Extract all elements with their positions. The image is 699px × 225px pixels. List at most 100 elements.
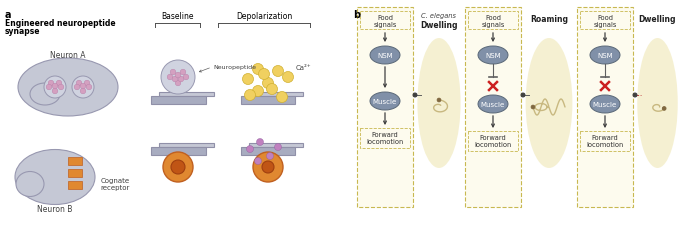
Circle shape xyxy=(172,77,178,82)
Polygon shape xyxy=(240,97,296,105)
Text: NSM: NSM xyxy=(377,53,393,59)
Circle shape xyxy=(163,152,193,182)
Circle shape xyxy=(170,70,176,75)
Text: Food
signals: Food signals xyxy=(593,14,617,27)
Polygon shape xyxy=(150,147,206,155)
Text: Muscle: Muscle xyxy=(593,101,617,108)
Text: Forward
locomotion: Forward locomotion xyxy=(586,135,624,148)
Circle shape xyxy=(273,66,284,77)
Text: Engineered neuropeptide: Engineered neuropeptide xyxy=(5,19,115,28)
Circle shape xyxy=(175,81,181,86)
Circle shape xyxy=(76,81,82,86)
Circle shape xyxy=(52,89,58,94)
Circle shape xyxy=(48,81,54,86)
Circle shape xyxy=(80,84,86,89)
Circle shape xyxy=(243,74,254,85)
Text: Forward
locomotion: Forward locomotion xyxy=(475,135,512,148)
Text: Neuron A: Neuron A xyxy=(50,51,86,60)
FancyBboxPatch shape xyxy=(465,8,521,207)
Circle shape xyxy=(437,99,441,102)
Text: C. elegans: C. elegans xyxy=(421,13,456,19)
FancyBboxPatch shape xyxy=(360,128,410,148)
Ellipse shape xyxy=(590,47,620,65)
FancyBboxPatch shape xyxy=(580,131,630,151)
Circle shape xyxy=(74,85,80,90)
Circle shape xyxy=(180,70,186,75)
Circle shape xyxy=(167,75,173,81)
Text: Neuron B: Neuron B xyxy=(37,205,73,214)
Text: NSM: NSM xyxy=(597,53,613,59)
Text: Muscle: Muscle xyxy=(481,101,505,108)
Circle shape xyxy=(254,158,261,165)
Circle shape xyxy=(282,72,294,83)
Circle shape xyxy=(56,81,62,86)
FancyBboxPatch shape xyxy=(577,8,633,207)
FancyBboxPatch shape xyxy=(580,12,630,30)
Text: synapse: synapse xyxy=(5,27,41,36)
Circle shape xyxy=(46,85,52,90)
Circle shape xyxy=(171,160,185,174)
Circle shape xyxy=(275,144,282,151)
Text: a: a xyxy=(5,10,11,20)
Circle shape xyxy=(413,94,417,98)
Circle shape xyxy=(266,84,278,95)
Circle shape xyxy=(253,152,283,182)
Ellipse shape xyxy=(478,47,508,65)
Circle shape xyxy=(183,75,189,81)
Circle shape xyxy=(80,89,86,94)
Ellipse shape xyxy=(15,150,95,205)
Ellipse shape xyxy=(16,172,44,197)
Circle shape xyxy=(633,94,637,98)
Polygon shape xyxy=(68,181,82,189)
Ellipse shape xyxy=(637,39,678,168)
Circle shape xyxy=(178,77,184,82)
Ellipse shape xyxy=(370,47,400,65)
Text: Baseline: Baseline xyxy=(161,12,194,21)
Circle shape xyxy=(86,85,92,90)
Circle shape xyxy=(72,77,94,99)
Circle shape xyxy=(521,94,525,98)
Text: b: b xyxy=(353,10,360,20)
Ellipse shape xyxy=(30,84,60,106)
Text: Cognate
receptor: Cognate receptor xyxy=(100,178,129,191)
Circle shape xyxy=(52,84,58,89)
Circle shape xyxy=(277,92,287,103)
Circle shape xyxy=(663,107,666,111)
Text: Food
signals: Food signals xyxy=(373,14,397,27)
Text: Dwelling: Dwelling xyxy=(639,16,676,24)
Circle shape xyxy=(245,90,256,101)
Ellipse shape xyxy=(526,39,572,168)
Circle shape xyxy=(257,139,264,146)
Polygon shape xyxy=(150,97,206,105)
Circle shape xyxy=(58,85,64,90)
Circle shape xyxy=(263,78,273,89)
FancyBboxPatch shape xyxy=(468,131,518,151)
Text: Muscle: Muscle xyxy=(373,99,397,105)
Text: Food
signals: Food signals xyxy=(482,14,505,27)
Circle shape xyxy=(531,106,535,109)
Circle shape xyxy=(161,61,195,94)
Polygon shape xyxy=(68,157,82,165)
Circle shape xyxy=(262,161,274,173)
FancyBboxPatch shape xyxy=(357,8,413,207)
Text: Forward
locomotion: Forward locomotion xyxy=(366,132,403,145)
Polygon shape xyxy=(68,169,82,177)
Circle shape xyxy=(44,77,66,99)
Polygon shape xyxy=(159,143,213,147)
Circle shape xyxy=(175,73,181,79)
Text: Dwelling: Dwelling xyxy=(420,20,458,29)
Text: Ca²⁺: Ca²⁺ xyxy=(296,65,312,71)
Text: Depolarization: Depolarization xyxy=(236,12,292,21)
Circle shape xyxy=(259,69,270,80)
Circle shape xyxy=(84,81,89,86)
Polygon shape xyxy=(159,93,213,97)
Ellipse shape xyxy=(18,59,118,117)
Text: NSM: NSM xyxy=(485,53,500,59)
Circle shape xyxy=(252,86,264,97)
Text: Neuropeptide: Neuropeptide xyxy=(213,65,256,70)
Polygon shape xyxy=(249,93,303,97)
Circle shape xyxy=(247,146,254,153)
Text: Roaming: Roaming xyxy=(530,16,568,24)
Ellipse shape xyxy=(590,96,620,113)
Polygon shape xyxy=(240,147,296,155)
